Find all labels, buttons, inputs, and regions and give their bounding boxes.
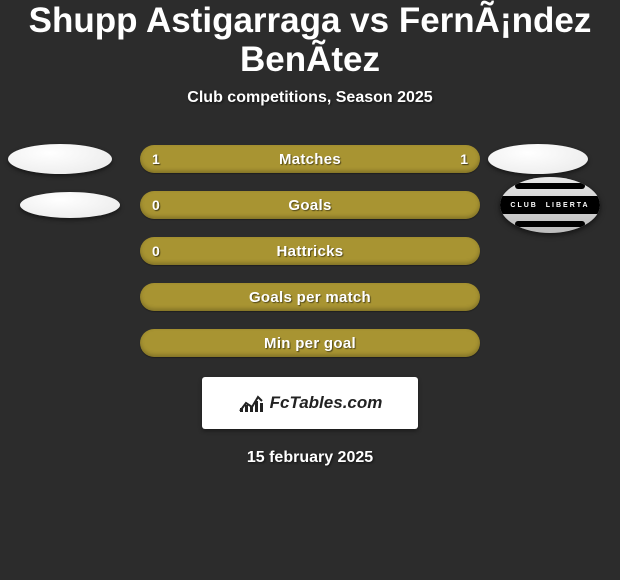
stat-value-left: 1 xyxy=(152,151,160,167)
stat-label: Min per goal xyxy=(264,335,356,352)
stat-bar: Min per goal xyxy=(140,329,480,357)
stat-label: Hattricks xyxy=(277,243,344,260)
stat-value-left: 0 xyxy=(152,197,160,213)
stats-block: 1 Matches 1 0 Goals CLUB LIBERTA 0 Hattricks Goa… xyxy=(0,145,620,357)
stat-bar: 0 Goals xyxy=(140,191,480,219)
stat-bar: Goals per match xyxy=(140,283,480,311)
logo-box[interactable]: FcTables.com xyxy=(202,377,418,429)
comparison-card: Shupp Astigarraga vs FernÃ¡ndez BenÃ­tez… xyxy=(0,0,620,467)
stat-row: 0 Hattricks xyxy=(0,237,620,265)
stat-label: Goals xyxy=(288,197,331,214)
date-label: 15 february 2025 xyxy=(0,449,620,467)
stat-row: Goals per match xyxy=(0,283,620,311)
logo-text: FcTables.com xyxy=(270,393,383,413)
stat-label: Matches xyxy=(279,151,341,168)
stat-row: 1 Matches 1 xyxy=(0,145,620,173)
logo-inner: FcTables.com xyxy=(238,393,383,413)
stat-value-left: 0 xyxy=(152,243,160,259)
stat-row: Min per goal xyxy=(0,329,620,357)
subtitle: Club competitions, Season 2025 xyxy=(0,89,620,107)
team-b-club-badge: CLUB LIBERTA xyxy=(500,177,600,233)
team-b-logo xyxy=(488,144,588,174)
team-a-logo xyxy=(8,144,112,174)
team-a-logo xyxy=(20,192,120,218)
club-badge-text: CLUB LIBERTA xyxy=(510,202,589,209)
fctables-mark-icon xyxy=(238,393,264,413)
stat-label: Goals per match xyxy=(249,289,371,306)
stat-bar: 0 Hattricks xyxy=(140,237,480,265)
stat-bar: 1 Matches 1 xyxy=(140,145,480,173)
stat-value-right: 1 xyxy=(460,151,468,167)
stat-row: 0 Goals CLUB LIBERTA xyxy=(0,191,620,219)
page-title: Shupp Astigarraga vs FernÃ¡ndez BenÃ­tez xyxy=(0,2,620,79)
